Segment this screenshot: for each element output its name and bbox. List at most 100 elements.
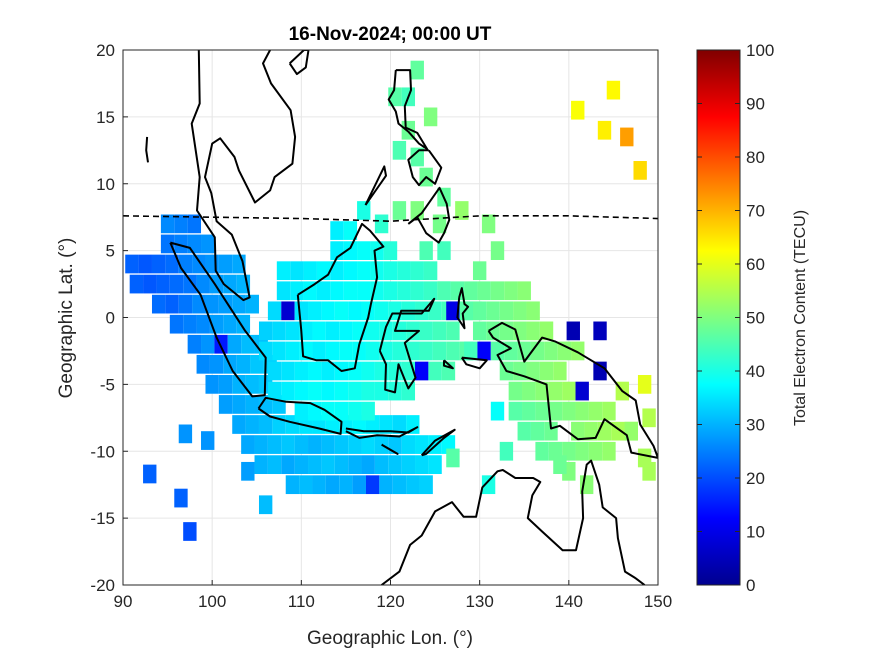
tec-cell	[379, 321, 393, 341]
tec-cell	[446, 301, 460, 321]
coastline	[190, 50, 297, 302]
tec-cell	[343, 281, 358, 301]
tec-cell	[374, 455, 389, 474]
tec-cell	[401, 435, 416, 454]
tec-cell	[553, 361, 567, 381]
tec-cell	[397, 261, 411, 281]
tec-cell	[281, 301, 295, 321]
tec-cell	[428, 361, 442, 381]
tec-cell	[379, 415, 393, 434]
tec-cell	[143, 464, 157, 484]
tec-cell	[156, 274, 170, 294]
coastline	[296, 222, 385, 372]
chart-title: 16-Nov-2024; 00:00 UT	[289, 24, 492, 45]
tec-cell	[383, 281, 398, 301]
x-tick-label: 140	[555, 592, 583, 611]
colorbar-tick-label: 30	[746, 416, 765, 435]
tec-cell	[285, 475, 300, 495]
tec-cell	[348, 381, 362, 401]
tec-cell	[513, 301, 527, 321]
x-tick-label: 120	[376, 592, 404, 611]
tec-cell	[223, 314, 237, 334]
colorbar-tick-label: 10	[746, 523, 765, 542]
tec-cell	[361, 435, 375, 454]
tec-cell	[410, 147, 424, 167]
tec-cell	[294, 301, 309, 321]
tec-cell	[348, 401, 362, 421]
x-axis-label: Geographic Lon. (°)	[307, 628, 473, 649]
colorbar-tick-label: 0	[746, 576, 755, 595]
tec-cell	[294, 455, 309, 474]
x-tick-label: 150	[644, 592, 672, 611]
y-tick-label: -5	[100, 375, 115, 394]
tec-cell	[174, 234, 188, 254]
tec-cell	[223, 274, 237, 294]
tec-cell	[490, 401, 505, 421]
tec-cell	[464, 341, 478, 361]
tec-cell	[209, 274, 224, 294]
tec-cell	[294, 381, 309, 401]
tec-cell	[258, 495, 273, 515]
tec-cell	[160, 234, 175, 254]
tec-cell	[383, 261, 398, 281]
tec-cell	[620, 127, 634, 147]
tec-cell	[325, 321, 340, 341]
tec-cell	[151, 294, 166, 314]
tec-cell	[339, 475, 353, 495]
tec-cell	[241, 461, 255, 481]
colorbar-tick-label: 90	[746, 95, 765, 114]
tec-cell	[169, 274, 184, 294]
y-tick-label: 0	[106, 309, 115, 328]
tec-cell	[575, 401, 589, 421]
tec-cell	[508, 401, 523, 421]
tec-cell	[258, 321, 273, 341]
tec-cell	[308, 361, 322, 381]
tec-cell	[276, 281, 291, 301]
tec-cell	[481, 475, 496, 495]
tec-cell	[419, 475, 433, 495]
tec-cell	[281, 455, 295, 474]
y-tick-label: -20	[90, 576, 115, 595]
tec-cell	[178, 424, 193, 444]
tec-cell	[392, 415, 407, 434]
colorbar-tick-label: 80	[746, 148, 765, 167]
tec-cell	[642, 408, 656, 428]
tec-cell	[254, 435, 268, 454]
tec-cell	[633, 161, 647, 180]
tec-cell	[575, 381, 589, 401]
tec-cell	[205, 254, 219, 274]
tec-cell	[169, 314, 184, 334]
tec-cell	[272, 321, 286, 341]
tec-cell	[201, 431, 215, 450]
tec-cell	[325, 475, 340, 495]
tec-cell	[571, 100, 585, 120]
tec-cell	[428, 455, 442, 474]
tec-cell	[477, 341, 491, 361]
colorbar-tick-label: 50	[746, 309, 765, 328]
tec-cell	[562, 401, 576, 421]
tec-cell	[365, 341, 380, 361]
tec-cell	[129, 274, 144, 294]
tec-cell	[245, 294, 259, 314]
tec-cell	[330, 221, 344, 240]
tec-cell	[410, 60, 424, 80]
y-tick-label: 10	[96, 175, 115, 194]
tec-cell	[388, 455, 402, 474]
tec-cell	[397, 281, 411, 301]
tec-cell	[227, 334, 242, 354]
tec-cell	[267, 455, 282, 474]
tec-cell	[437, 281, 451, 301]
tec-cell	[530, 341, 545, 361]
tec-cell	[415, 435, 429, 454]
tec-cell	[339, 341, 353, 361]
y-tick-label: 20	[96, 41, 115, 60]
tec-cell	[343, 221, 358, 240]
tec-cell	[432, 321, 447, 341]
tec-cell	[205, 294, 219, 314]
tec-cell	[374, 435, 389, 454]
tec-cell	[183, 314, 197, 334]
tec-cell	[513, 361, 527, 381]
tec-cell	[281, 361, 295, 381]
tec-cell	[294, 401, 309, 421]
tec-cell	[348, 455, 362, 474]
